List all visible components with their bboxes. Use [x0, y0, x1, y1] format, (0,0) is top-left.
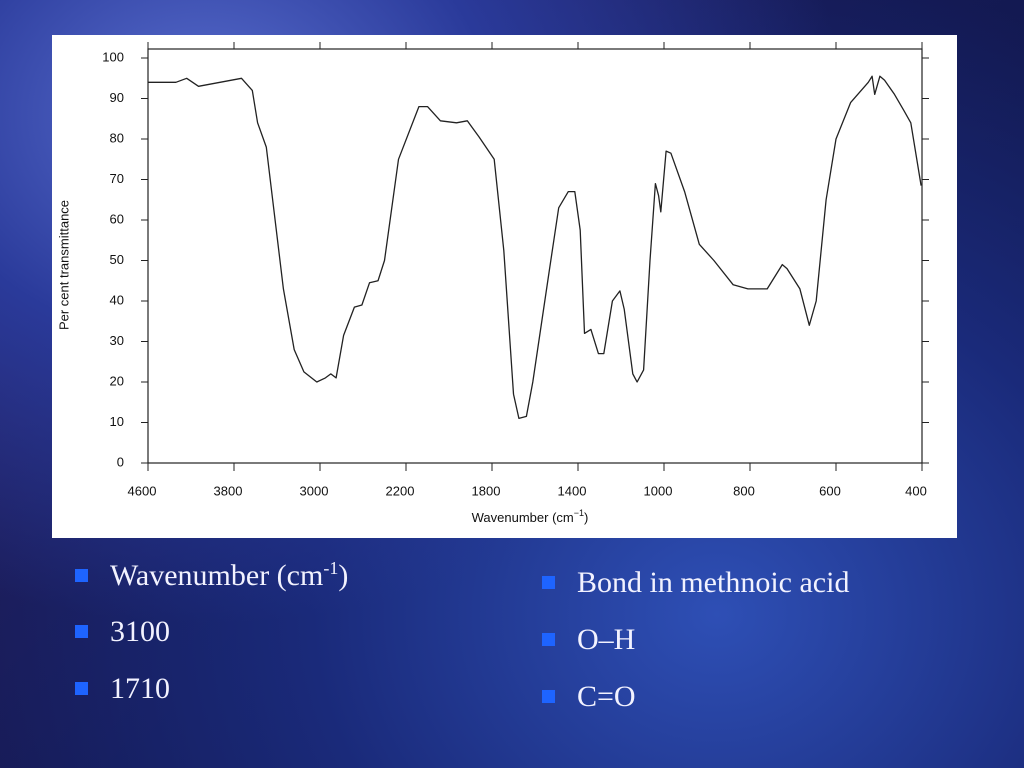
- y-axis-title: Per cent transmittance: [56, 200, 71, 330]
- x-axis-title-end: ): [584, 510, 588, 525]
- bullet-sup: -1: [323, 558, 339, 578]
- x-tick-label: 1400: [558, 483, 587, 498]
- y-tick-label: 60: [110, 211, 124, 226]
- bullet-marker: [542, 575, 555, 589]
- y-tick-label: 100: [102, 49, 124, 64]
- y-tick-label: 10: [110, 414, 124, 429]
- x-tick-label: 2200: [386, 483, 415, 498]
- x-tick-label: 1000: [644, 483, 673, 498]
- y-tick-label: 0: [117, 454, 124, 469]
- y-tick-label: 20: [110, 373, 124, 388]
- y-tick-label: 90: [110, 90, 124, 105]
- bullet-marker: [75, 568, 88, 582]
- x-tick-label: 800: [733, 483, 755, 498]
- x-axis-title-sup: −1: [574, 508, 584, 518]
- x-axis-title-text: Wavenumber (cm: [472, 510, 574, 525]
- x-tick-label: 400: [905, 483, 927, 498]
- chart-panel: [52, 35, 957, 538]
- plot-frame: [147, 48, 923, 464]
- bullet-item: 3100: [75, 615, 170, 649]
- bullet-item: 1710: [75, 672, 170, 706]
- y-tick-label: 70: [110, 171, 124, 186]
- y-tick-label: 40: [110, 292, 124, 307]
- bullet-text: Bond in methnoic acid: [577, 566, 850, 599]
- bullet-marker: [542, 632, 555, 646]
- bullet-text: 1710: [110, 672, 170, 705]
- x-tick-label: 4600: [128, 483, 157, 498]
- bullet-marker: [542, 689, 555, 703]
- x-tick-label: 600: [819, 483, 841, 498]
- bullet-item: Bond in methnoic acid: [542, 566, 849, 600]
- bullet-end: ): [338, 559, 349, 592]
- x-axis-title: Wavenumber (cm−1): [472, 508, 589, 525]
- y-tick-label: 50: [110, 252, 124, 267]
- y-tick-label: 30: [110, 333, 124, 348]
- bullet-marker: [75, 624, 88, 638]
- bullet-text: 3100: [110, 615, 170, 648]
- spectrum-line: [148, 75, 922, 420]
- x-tick-label: 3800: [214, 483, 243, 498]
- bullet-marker: [75, 681, 88, 695]
- bullet-text: O–H: [577, 623, 636, 656]
- bullet-item: O–H: [542, 623, 635, 657]
- bullet-item: Wavenumber (cm-1): [75, 558, 348, 593]
- bullet-text: Wavenumber (cm: [110, 559, 324, 592]
- x-tick-label: 3000: [300, 483, 329, 498]
- y-tick-label: 80: [110, 130, 124, 145]
- bullet-text: C=O: [577, 680, 636, 713]
- bullet-item: C=O: [542, 680, 636, 714]
- x-tick-label: 1800: [472, 483, 501, 498]
